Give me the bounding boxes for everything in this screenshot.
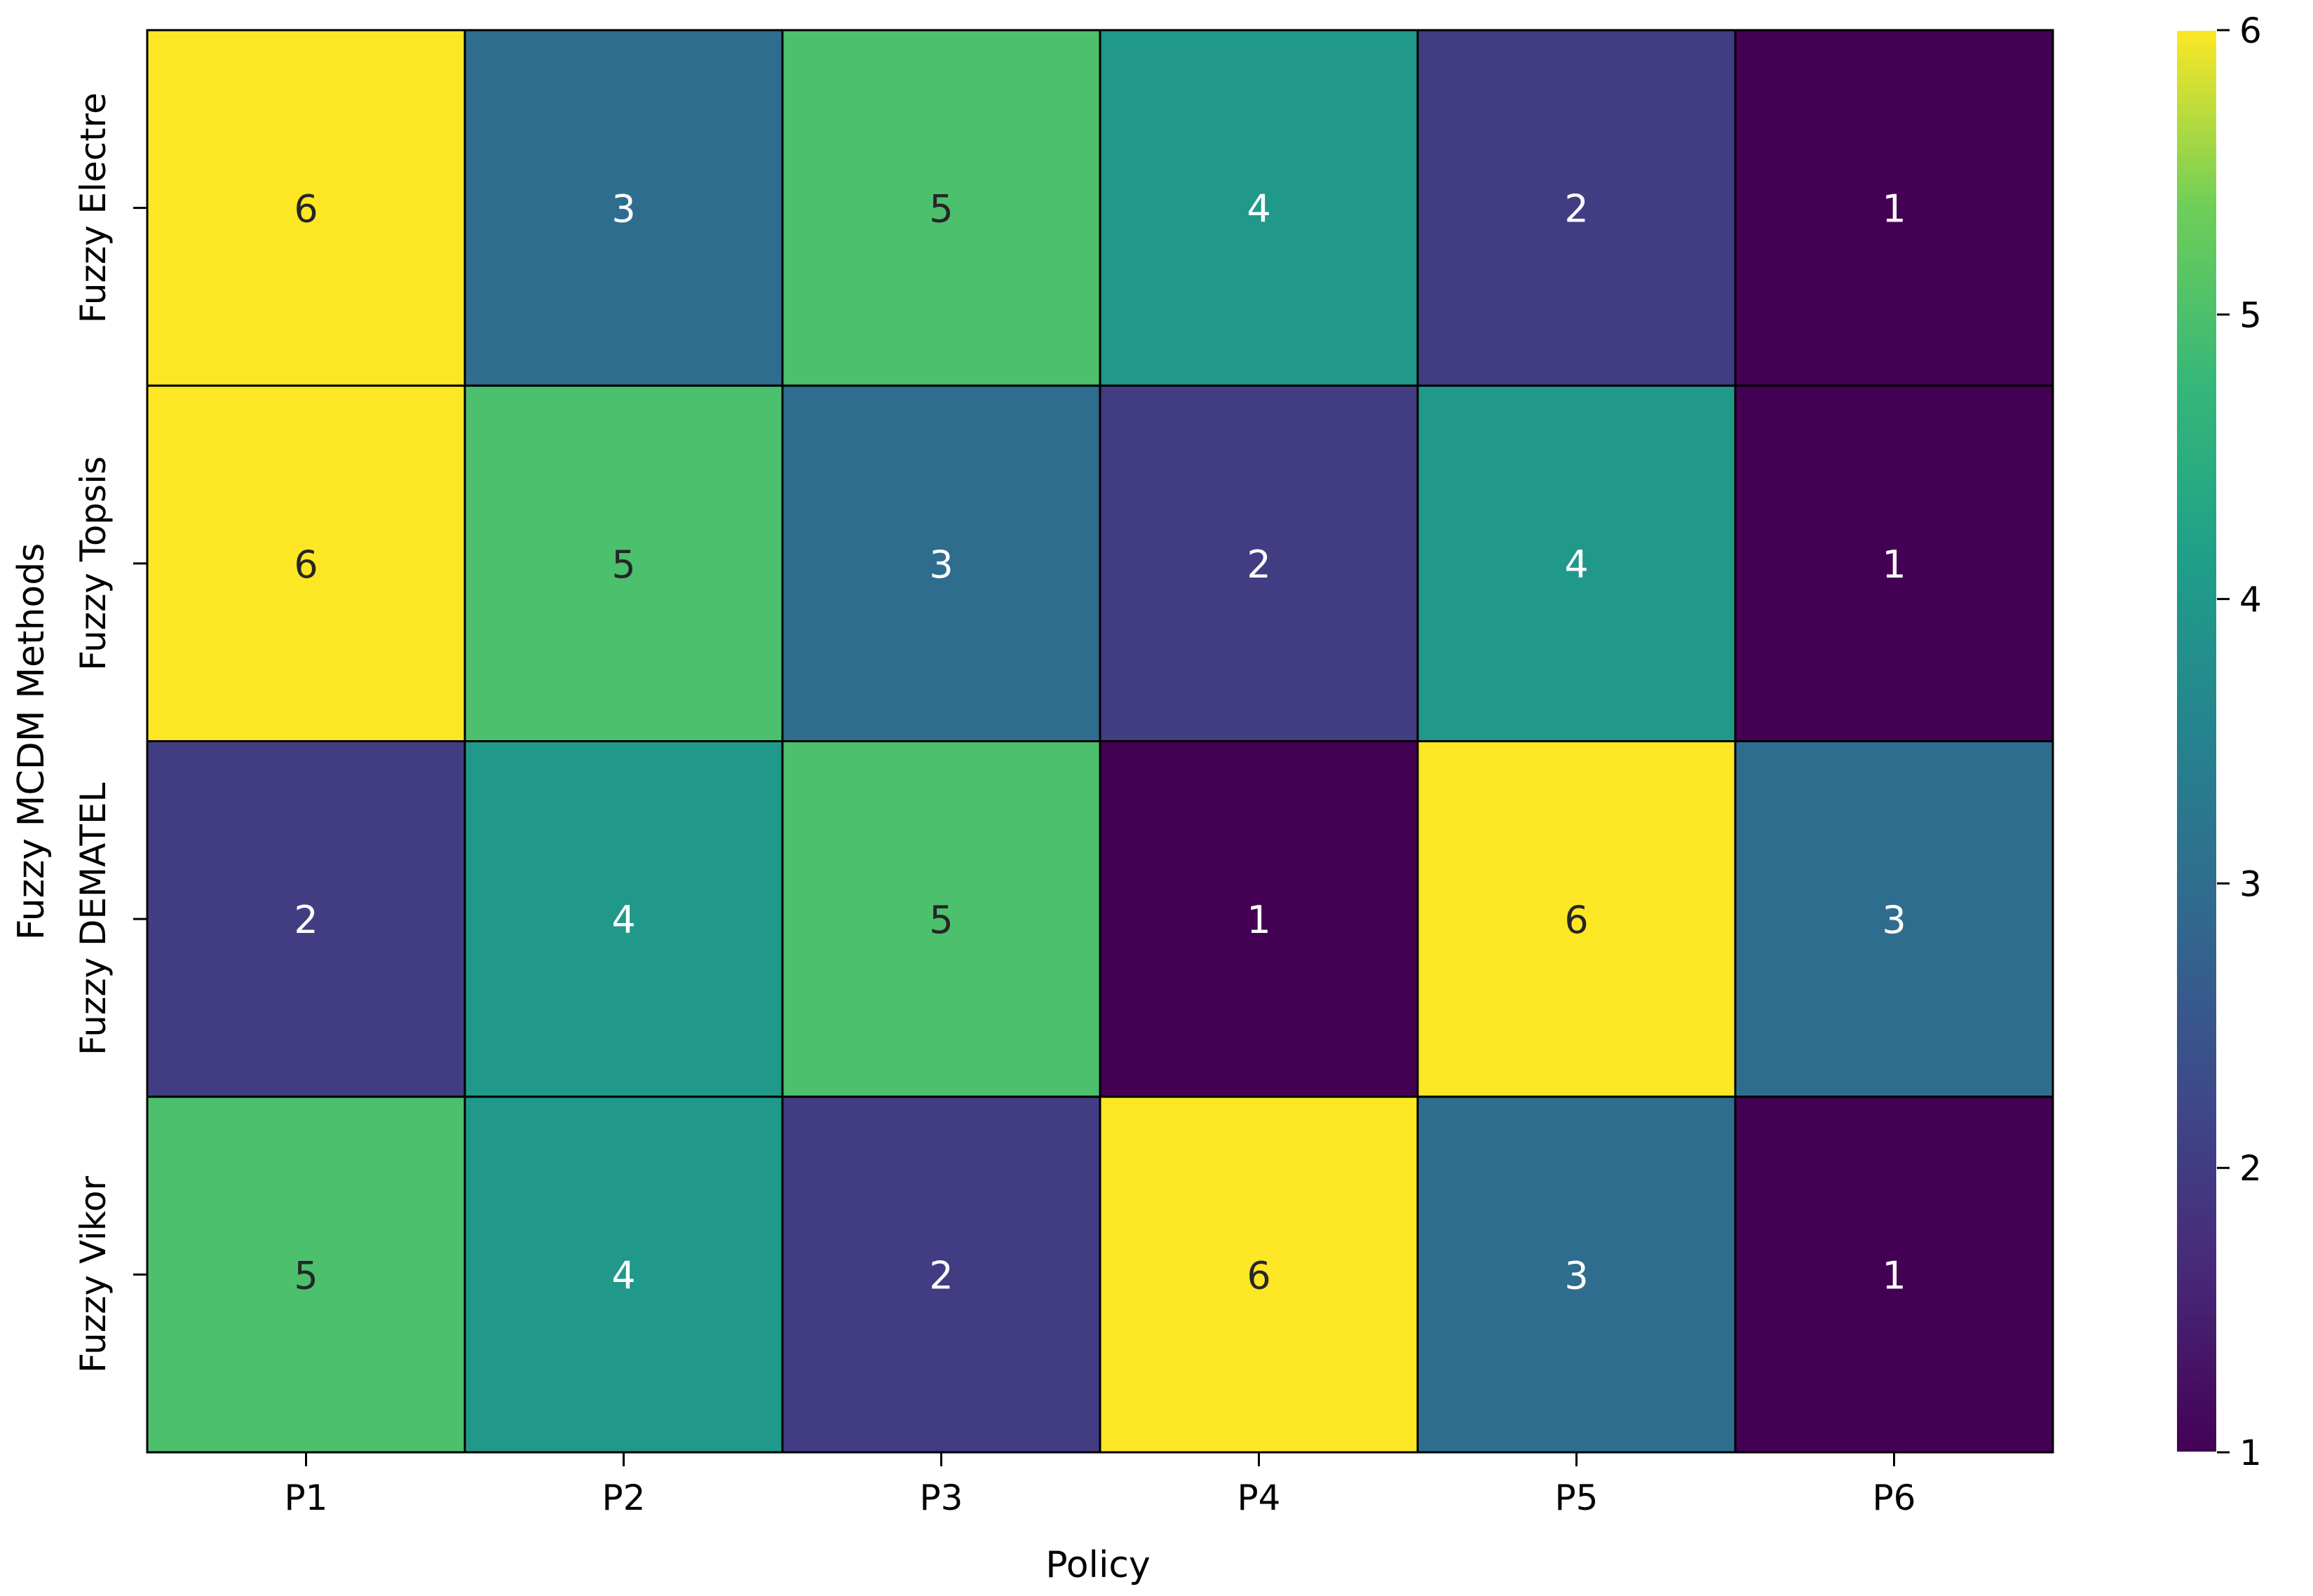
x-tick-label: P5 bbox=[1555, 1478, 1599, 1518]
cell-value-label: 5 bbox=[929, 187, 953, 231]
colorbar-tick-label: 6 bbox=[2239, 11, 2262, 51]
x-tick-label: P3 bbox=[920, 1478, 963, 1518]
x-axis-label: Policy bbox=[1045, 1544, 1151, 1586]
heatmap-cell bbox=[146, 384, 466, 742]
cell-value-label: 2 bbox=[929, 1253, 953, 1297]
heatmap-cell bbox=[1734, 384, 2054, 742]
cell-value-label: 4 bbox=[611, 898, 635, 942]
heatmap-cell bbox=[1099, 740, 1419, 1098]
cell-value-label: 4 bbox=[611, 1253, 635, 1297]
cell-value-label: 4 bbox=[1564, 543, 1588, 587]
cell-value-label: 1 bbox=[1882, 543, 1906, 587]
cell-value-label: 2 bbox=[294, 898, 318, 942]
cell-value-label: 5 bbox=[929, 898, 953, 942]
y-tick-label: Fuzzy DEMATEL bbox=[73, 782, 114, 1055]
y-tick-label: Fuzzy Electre bbox=[73, 93, 114, 323]
plot-frame bbox=[146, 29, 2054, 1454]
x-tick-label: P2 bbox=[602, 1478, 646, 1518]
cell-value-label: 6 bbox=[294, 543, 318, 587]
cell-value-label: 3 bbox=[1564, 1253, 1588, 1297]
x-tick-label: P6 bbox=[1873, 1478, 1916, 1518]
colorbar-gradient bbox=[2176, 29, 2218, 1453]
cell-value-label: 3 bbox=[611, 187, 635, 231]
y-tick-label: Fuzzy Topsis bbox=[73, 456, 114, 671]
colorbar: 1 2 3 4 5 6 bbox=[2176, 11, 2262, 1473]
cell-value-label: 4 bbox=[1247, 187, 1270, 231]
colorbar-tick-label: 4 bbox=[2239, 580, 2262, 620]
cell-value-label: 6 bbox=[1564, 898, 1588, 942]
cell-value-label: 5 bbox=[611, 543, 635, 587]
cell-value-label: 6 bbox=[294, 187, 318, 231]
cell-value-label: 3 bbox=[929, 543, 953, 587]
colorbar-tick-label: 3 bbox=[2239, 864, 2262, 904]
heatmap-cell bbox=[463, 740, 784, 1098]
colorbar-tick-label: 5 bbox=[2239, 295, 2262, 336]
heatmap-cells bbox=[146, 29, 2054, 1454]
heatmap-cell bbox=[1099, 1096, 1419, 1454]
heatmap-cell bbox=[1734, 740, 2054, 1098]
x-tick-label: P4 bbox=[1237, 1478, 1281, 1518]
cell-value-label: 5 bbox=[294, 1253, 318, 1297]
cell-value-label: 1 bbox=[1882, 187, 1906, 231]
heatmap-cell bbox=[146, 1096, 466, 1454]
heatmap-cell bbox=[1099, 384, 1419, 742]
heatmap-cell bbox=[1734, 29, 2054, 387]
colorbar-ticks: 1 2 3 4 5 6 bbox=[2217, 11, 2262, 1473]
heatmap-cell bbox=[1416, 1096, 1737, 1454]
y-axis: Fuzzy Electre Fuzzy Topsis Fuzzy DEMATEL Fu… bbox=[73, 93, 147, 1373]
cell-value-label: 6 bbox=[1247, 1253, 1270, 1297]
colorbar-tick-label: 1 bbox=[2239, 1433, 2262, 1473]
cell-value-label: 3 bbox=[1882, 898, 1906, 942]
heatmap-cell bbox=[463, 384, 784, 742]
y-tick-label: Fuzzy Vikor bbox=[73, 1175, 114, 1372]
heatmap-cell bbox=[146, 740, 466, 1098]
cell-value-labels: 6 3 5 4 2 1 6 5 3 2 4 1 2 4 5 1 6 3 5 4 2 6 3 1 bbox=[294, 187, 1906, 1298]
heatmap-cell bbox=[463, 29, 784, 387]
heatmap-cell bbox=[1416, 740, 1737, 1098]
heatmap-cell bbox=[146, 29, 466, 387]
cell-value-label: 2 bbox=[1564, 187, 1588, 231]
heatmap-cell bbox=[781, 1096, 1101, 1454]
heatmap-cell bbox=[781, 740, 1101, 1098]
x-axis: P1 P2 P3 P4 P5 P6 bbox=[285, 1452, 1916, 1518]
heatmap-cell bbox=[1416, 29, 1737, 387]
cell-value-label: 1 bbox=[1882, 1253, 1906, 1297]
colorbar-tick-label: 2 bbox=[2239, 1148, 2262, 1189]
y-axis-label: Fuzzy MCDM Methods bbox=[11, 543, 53, 941]
cell-value-label: 2 bbox=[1247, 543, 1270, 587]
heatmap-cell bbox=[1099, 29, 1419, 387]
x-tick-label: P1 bbox=[285, 1478, 328, 1518]
cell-value-label: 1 bbox=[1247, 898, 1270, 942]
heatmap-cell bbox=[463, 1096, 784, 1454]
